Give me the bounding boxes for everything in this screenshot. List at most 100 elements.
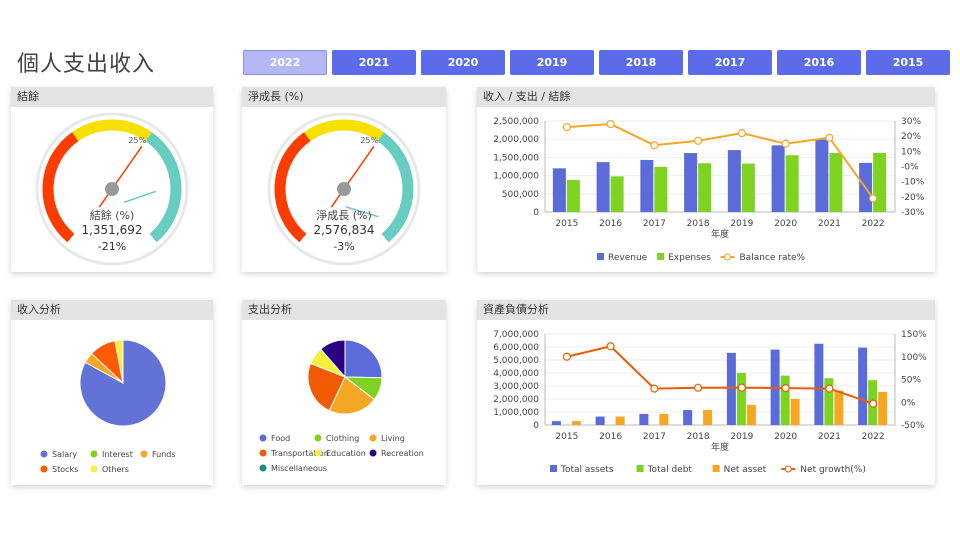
y-tick-label: 1,000,000 (493, 172, 539, 182)
bar-net-asset (746, 404, 756, 425)
bar-expenses (610, 176, 624, 212)
line-point (650, 141, 659, 150)
y-tick-label: 3,000,000 (493, 382, 539, 392)
line-point (781, 384, 790, 393)
bar-expenses (785, 155, 799, 212)
line-series (566, 123, 874, 199)
y2-tick-label: -50% (901, 421, 925, 431)
x-tick-label: 2020 (774, 219, 797, 229)
panel-header: 淨成長 (%) (242, 87, 446, 107)
legend-label: Stocks (52, 465, 78, 474)
bar-revenue (552, 168, 566, 212)
x-tick-label: 2017 (643, 219, 666, 229)
line-point (737, 383, 746, 392)
bar-revenue (684, 153, 698, 212)
x-tick-label: 2016 (599, 219, 622, 229)
legend-label: Funds (152, 450, 176, 459)
panel-header: 收入 / 支出 / 結餘 (477, 87, 935, 107)
y2-tick-label: -20% (901, 193, 925, 203)
expense-analysis-panel: 支出分析 Food Clothing Living Transportation Edu… (242, 300, 446, 485)
gauge-yellow-band (72, 119, 152, 142)
panel-header: 支出分析 (242, 300, 446, 320)
legend-label: Education (326, 449, 366, 458)
legend-label: Net asset (724, 465, 767, 475)
legend-marker (40, 465, 48, 473)
bar-total-assets (814, 343, 824, 425)
balance-gauge: 25% 結餘 (%)1,351,692 -21% (35, 112, 189, 266)
y-tick-label: 4,000,000 (493, 369, 539, 379)
line-point (694, 136, 703, 145)
asset-liability-panel: 資產負債分析 0 1,000,000 2,000,000 3,000,000 4,000… (477, 300, 935, 485)
x-axis-label: 年度 (711, 228, 729, 240)
x-tick-label: 2021 (818, 432, 841, 442)
expense-pie-chart: Food Clothing Living TransportationEducatio… (259, 339, 424, 473)
x-tick-label: 2022 (862, 219, 885, 229)
x-tick-label: 2017 (643, 432, 666, 442)
bar-net-asset (659, 413, 669, 425)
income-expense-panel: 收入 / 支出 / 結餘 0 500,000 1,000,000 1,500,000 2… (477, 87, 935, 272)
legend-marker (314, 434, 322, 442)
legend-marker (550, 465, 557, 472)
year-button-2019[interactable]: 2019 (510, 50, 594, 75)
x-tick-label: 2018 (687, 219, 710, 229)
income-analysis-panel: 收入分析 Salary Interest Funds Stocks Others (11, 300, 213, 485)
year-button-2021[interactable]: 2021 (332, 50, 416, 75)
line-point (825, 133, 834, 142)
legend-marker (314, 449, 322, 457)
gauge-needle (345, 206, 379, 218)
gauge-tick-label: 25% (128, 136, 146, 145)
gauge-needle (123, 190, 157, 204)
legend-marker (724, 253, 731, 261)
bar-expenses (829, 153, 843, 212)
legend-marker (657, 253, 665, 260)
legend-label: Living (381, 434, 405, 443)
y2-tick-label: 20% (901, 132, 921, 142)
y2-tick-label: 150% (901, 330, 927, 340)
y2-tick-label: 0% (901, 398, 916, 408)
y-tick-label: 6,000,000 (493, 343, 539, 353)
legend-label: Net growth(%) (800, 465, 866, 475)
line-point (694, 383, 703, 392)
pie-slice-transportation (307, 362, 346, 412)
year-button-2018[interactable]: 2018 (599, 50, 683, 75)
y-tick-label: 1,500,000 (493, 153, 539, 163)
line-point (606, 119, 615, 129)
pie-slice-salary (79, 339, 167, 427)
gauge-value: 1,351,692 (81, 223, 142, 237)
year-button-2020[interactable]: 2020 (421, 50, 505, 75)
y-tick-label: 1,000,000 (493, 408, 539, 418)
legend-label: Salary (52, 450, 77, 459)
line-point (781, 139, 790, 148)
legend-label: Balance rate% (740, 253, 806, 263)
page-title: 個人支出收入 (17, 52, 156, 77)
legend-label: Food (271, 434, 290, 443)
bar-expenses (566, 179, 580, 212)
bar-revenue (771, 145, 785, 212)
x-tick-label: 2016 (599, 432, 622, 442)
legend-marker (597, 253, 604, 260)
legend-marker (369, 434, 377, 442)
bar-net-asset (834, 390, 844, 425)
x-axis-label: 年度 (711, 441, 729, 453)
line-series (566, 345, 874, 405)
gauge-marker-red (330, 145, 375, 208)
pie-slice-others (114, 339, 124, 384)
line-point (650, 384, 659, 393)
y2-tick-label: -30% (901, 208, 925, 218)
year-button-2017[interactable]: 2017 (688, 50, 772, 75)
year-button-2016[interactable]: 2016 (777, 50, 861, 75)
y-tick-label: 0 (533, 208, 539, 218)
x-tick-label: 2018 (687, 432, 710, 442)
panel-header: 收入分析 (11, 300, 213, 320)
bar-expenses (741, 163, 755, 212)
y-tick-label: 5,000,000 (493, 356, 539, 366)
legend-marker (636, 465, 644, 472)
gauge-teal-band (145, 132, 182, 243)
y2-tick-label: 30% (901, 117, 921, 127)
year-button-2015[interactable]: 2015 (866, 50, 950, 75)
bar-net-asset (571, 421, 581, 425)
year-button-2022[interactable]: 2022 (243, 50, 327, 75)
line-point (737, 129, 746, 138)
legend-marker (784, 465, 792, 473)
gauge-yellow-band (304, 119, 384, 142)
